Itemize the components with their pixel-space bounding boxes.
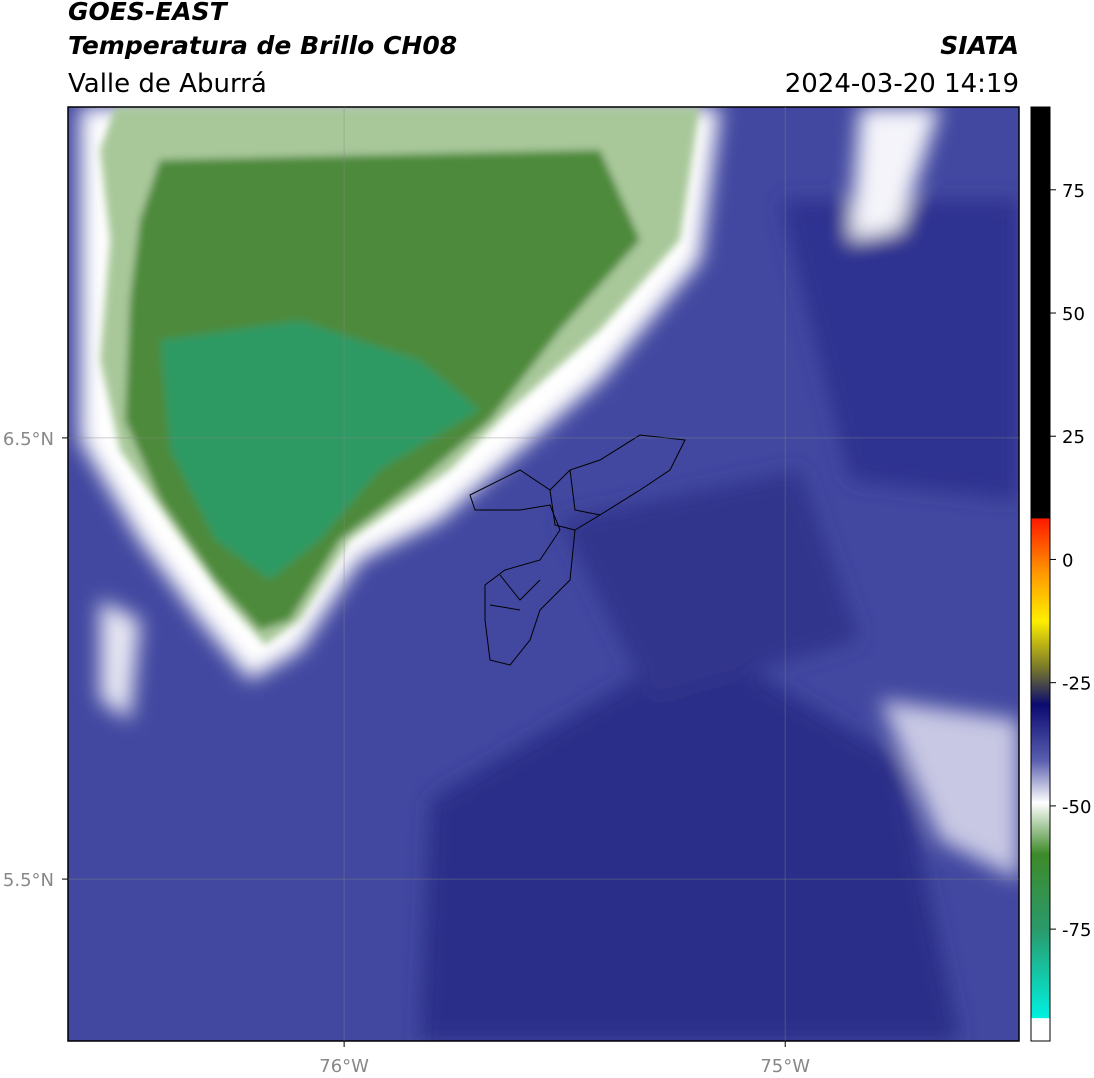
y-tick-label: 5.5°N (3, 870, 54, 891)
subtitle: Temperatura de Brillo CH08 (68, 31, 457, 60)
colorbar-tick-label: 75 (1062, 181, 1085, 202)
colorbar-tick-label: -25 (1062, 674, 1091, 695)
colorbar (1030, 106, 1051, 1042)
timestamp: 2024-03-20 14:19 (785, 69, 1019, 99)
valley-boundary (469, 434, 686, 666)
source: SIATA (940, 31, 1019, 60)
colorbar-tick-label: -75 (1062, 920, 1091, 941)
header: GOES-EAST Temperatura de Brillo CH08 Val… (68, 0, 1019, 99)
x-tick-label: 75°W (760, 1056, 810, 1077)
y-tick-label: 6.5°N (3, 429, 54, 450)
region: Valle de Aburrá (68, 69, 267, 99)
title: GOES-EAST (68, 0, 229, 26)
x-tick-label: 76°W (319, 1056, 369, 1077)
colorbar-tick-label: 0 (1062, 550, 1073, 571)
colorbar-tick-label: 50 (1062, 304, 1085, 325)
imagery (68, 107, 1019, 1041)
map-frame (67, 106, 1020, 1042)
colorbar-tick-label: 25 (1062, 427, 1085, 448)
colorbar-tick-label: -50 (1062, 797, 1091, 818)
